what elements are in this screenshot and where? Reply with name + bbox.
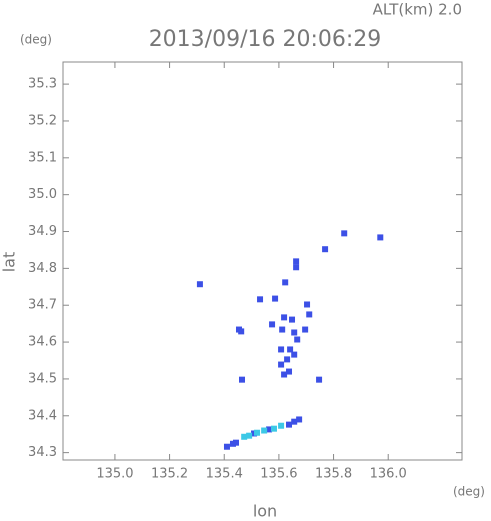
echo <box>291 418 298 425</box>
echo <box>293 264 300 271</box>
y-tick-label: 34.7 <box>28 298 57 313</box>
echo <box>291 329 298 336</box>
echo <box>286 368 293 375</box>
echo <box>270 425 277 432</box>
echo <box>239 376 246 383</box>
x-unit: (deg) <box>453 485 485 499</box>
echo <box>278 346 285 353</box>
echo <box>266 426 273 433</box>
y-tick-label: 34.4 <box>28 408 57 423</box>
x-tick-label: 136.0 <box>370 467 407 482</box>
plot-frame <box>62 61 463 461</box>
y-tick-label: 35.0 <box>28 187 57 202</box>
echo <box>261 427 268 434</box>
echo <box>341 230 348 237</box>
echo <box>304 301 311 308</box>
echo <box>284 356 291 363</box>
x-tick-label: 135.0 <box>96 467 133 482</box>
echo <box>269 321 276 328</box>
y-axis-label: lat <box>0 252 19 273</box>
y-unit: (deg) <box>20 33 52 47</box>
y-tick-label: 34.5 <box>28 371 57 386</box>
y-tick-label: 34.8 <box>28 261 57 276</box>
x-tick-label: 135.8 <box>315 467 352 482</box>
echo <box>278 361 285 368</box>
echo <box>294 336 301 343</box>
echo <box>287 346 294 353</box>
echo <box>257 296 264 303</box>
y-tick-label: 34.6 <box>28 335 57 350</box>
echo <box>232 439 239 446</box>
echo <box>291 351 298 358</box>
echo <box>302 326 309 333</box>
y-tick-label: 35.3 <box>28 77 57 92</box>
echo <box>289 316 296 323</box>
echo <box>241 433 248 440</box>
y-tick-label: 35.2 <box>28 113 57 128</box>
echo <box>293 258 300 265</box>
echo <box>281 371 288 378</box>
echo <box>238 328 245 335</box>
echo <box>272 295 279 302</box>
y-tick-label: 34.9 <box>28 224 57 239</box>
chart-title: 2013/09/16 20:06:29 <box>149 27 382 52</box>
altitude-label: ALT(km) 2.0 <box>373 1 462 19</box>
echo <box>223 443 230 450</box>
echo <box>286 421 293 428</box>
echo <box>316 376 323 383</box>
echo <box>254 429 261 436</box>
echo <box>296 416 303 423</box>
echo <box>278 422 285 429</box>
echo <box>281 314 288 321</box>
echo <box>322 246 329 253</box>
x-tick-label: 135.4 <box>206 467 243 482</box>
x-tick-label: 135.2 <box>151 467 188 482</box>
echo <box>246 432 253 439</box>
echo <box>282 279 289 286</box>
y-tick-label: 34.3 <box>28 445 57 460</box>
y-tick-label: 35.1 <box>28 150 57 165</box>
echo <box>196 281 203 288</box>
x-axis-label: lon <box>253 502 277 521</box>
x-tick-label: 135.6 <box>260 467 297 482</box>
echo <box>279 326 286 333</box>
echo <box>377 234 384 241</box>
echo <box>306 311 313 318</box>
echo <box>251 430 258 437</box>
echo <box>229 440 236 447</box>
